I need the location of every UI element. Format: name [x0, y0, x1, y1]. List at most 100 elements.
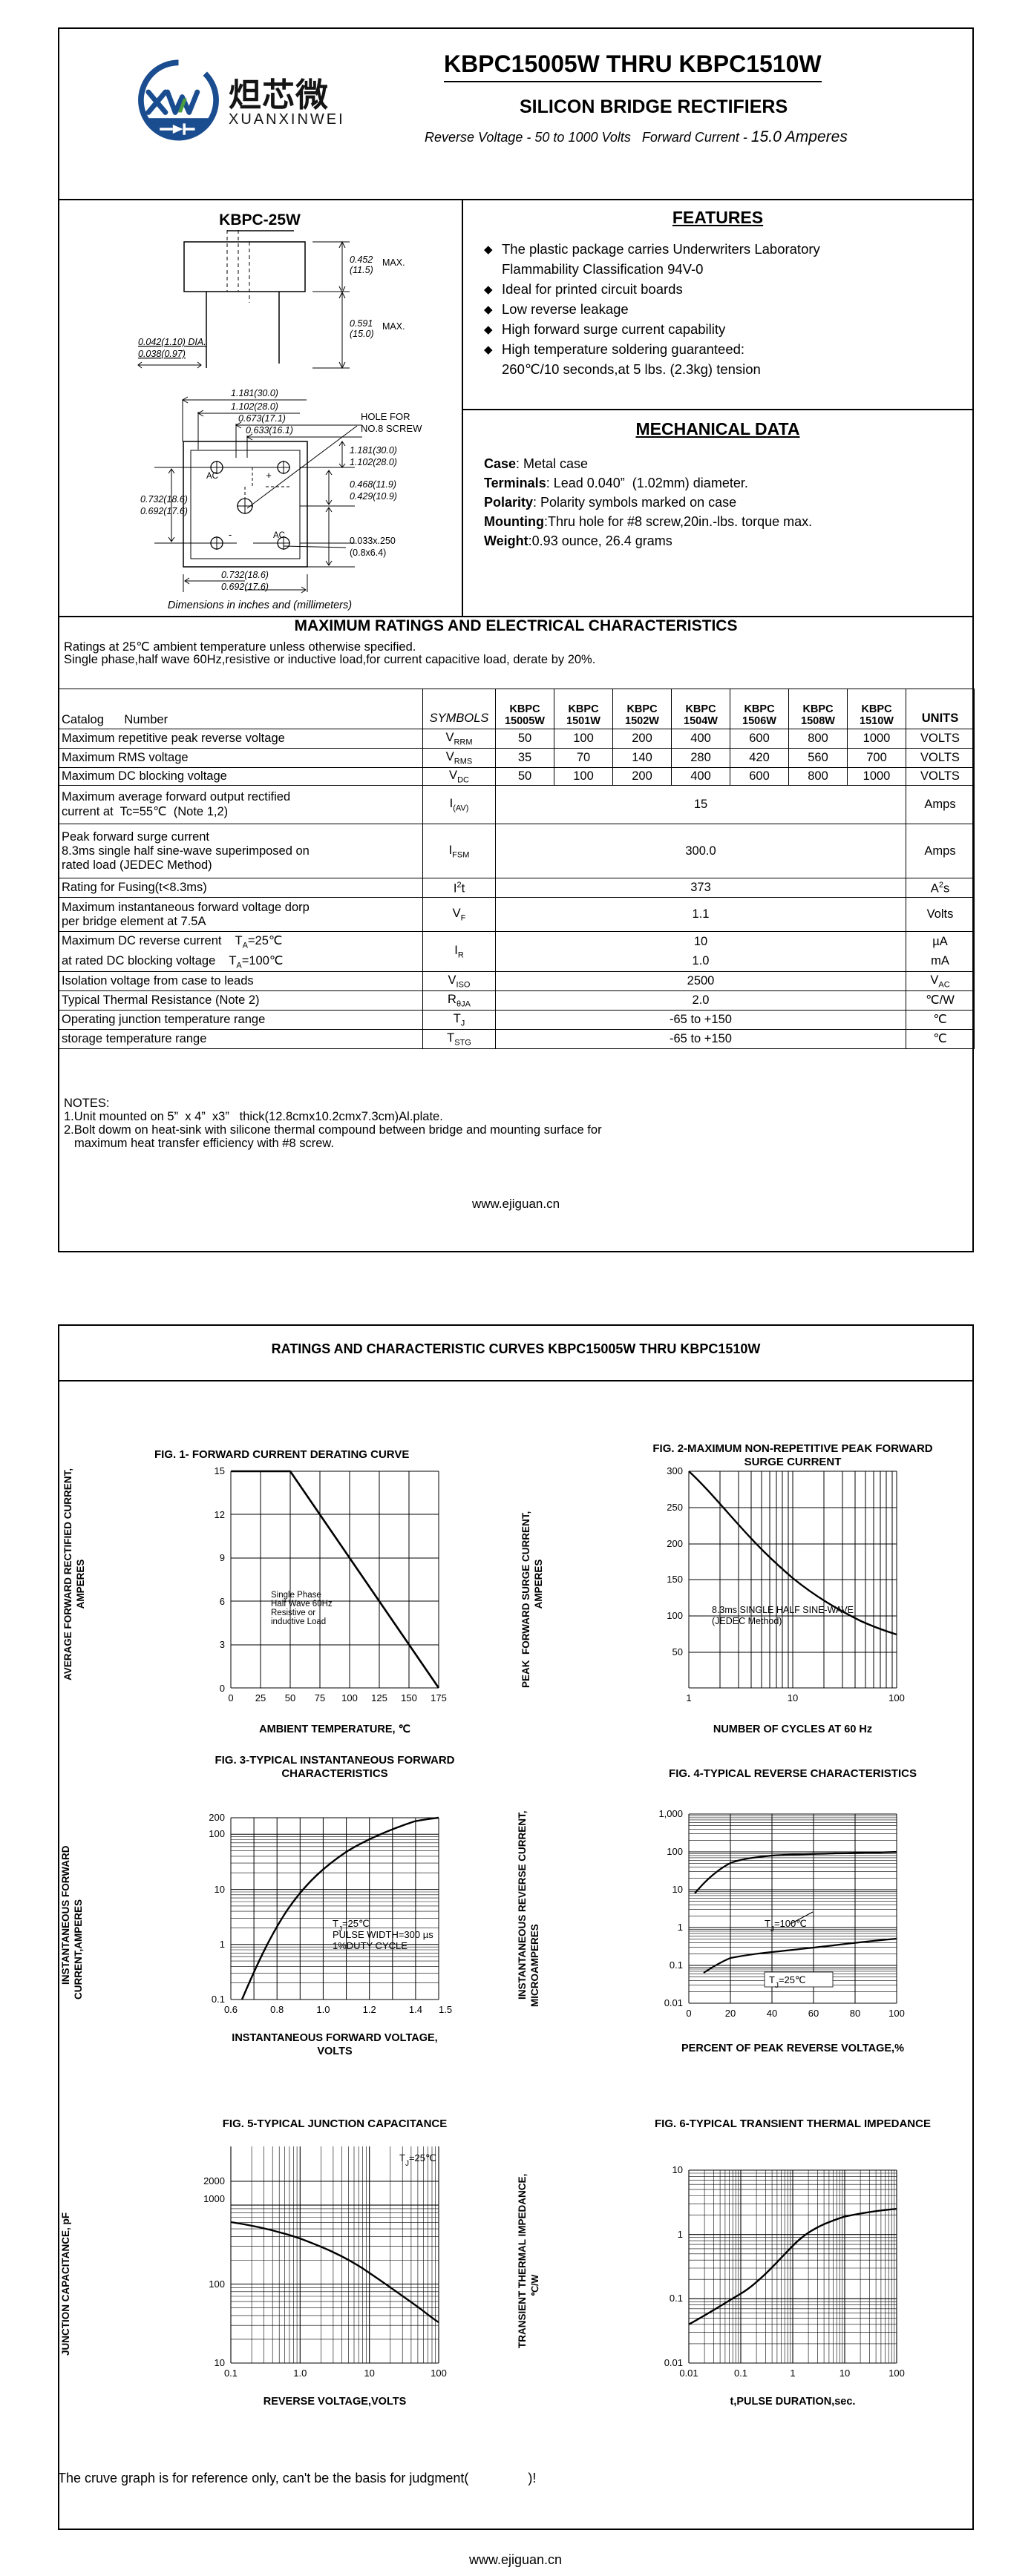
svg-text:1,000: 1,000 [658, 1808, 683, 1819]
svg-text:250: 250 [667, 1502, 683, 1513]
svg-text:MICROAMPERES: MICROAMPERES [529, 1924, 540, 2007]
svg-text:100: 100 [888, 2008, 905, 2019]
svg-text:1: 1 [678, 2229, 683, 2240]
svg-text:2000: 2000 [203, 2175, 225, 2186]
svg-text:0.01: 0.01 [664, 2357, 683, 2368]
svg-text:MAX.: MAX. [382, 257, 405, 268]
svg-text:MAX.: MAX. [382, 321, 405, 332]
svg-text:3: 3 [220, 1639, 225, 1650]
svg-text:1.5: 1.5 [439, 2004, 452, 2015]
svg-text:0.692(17.6): 0.692(17.6) [221, 582, 269, 592]
svg-text:150: 150 [667, 1574, 683, 1585]
svg-text:0: 0 [686, 2008, 691, 2019]
svg-text:PERCENT OF PEAK REVERSE VOLTAG: PERCENT OF PEAK REVERSE VOLTAGE,% [681, 2043, 904, 2054]
svg-text:150: 150 [401, 1692, 417, 1703]
svg-text:60: 60 [808, 2008, 819, 2019]
svg-text:1.0: 1.0 [316, 2004, 330, 2015]
svg-text:Half Wave 60Hz: Half Wave 60Hz [271, 1600, 333, 1609]
svg-text:(11.5): (11.5) [350, 265, 373, 275]
svg-text:12: 12 [215, 1509, 225, 1520]
svg-text:10: 10 [215, 1884, 225, 1895]
svg-text:100: 100 [431, 2368, 447, 2379]
svg-text:TRANSIENT THERMAL IMPEDANCE,: TRANSIENT THERMAL IMPEDANCE, [517, 2174, 528, 2348]
svg-text:PEAK FORWARD SURGE CURRENT,: PEAK FORWARD SURGE CURRENT, [520, 1511, 531, 1688]
svg-text:VOLTS: VOLTS [317, 2046, 353, 2057]
svg-text:FIG. 1- FORWARD CURRENT DERATI: FIG. 1- FORWARD CURRENT DERATING CURVE [154, 1448, 409, 1461]
svg-text:0.042(1.10) DIA.: 0.042(1.10) DIA. [138, 337, 206, 347]
svg-text:1.2: 1.2 [363, 2004, 376, 2015]
svg-text:Resistive or: Resistive or [271, 1609, 315, 1617]
svg-text:0.692(17.6): 0.692(17.6) [140, 506, 188, 516]
svg-text:0.673(17.1): 0.673(17.1) [238, 413, 286, 424]
svg-text:175: 175 [431, 1692, 447, 1703]
svg-text:HOLE FOR: HOLE FOR [361, 411, 410, 422]
svg-text:8.3ms SINGLE HALF SINE-WAVE: 8.3ms SINGLE HALF SINE-WAVE [712, 1605, 854, 1615]
svg-text:REVERSE VOLTAGE,VOLTS: REVERSE VOLTAGE,VOLTS [264, 2396, 407, 2408]
svg-text:100: 100 [667, 1846, 683, 1857]
svg-text:0.1: 0.1 [670, 1959, 683, 1971]
svg-text:1: 1 [678, 1922, 683, 1933]
svg-text:50: 50 [672, 1646, 683, 1657]
svg-text:CHARACTERISTICS: CHARACTERISTICS [281, 1767, 387, 1780]
svg-text:AMPERES: AMPERES [75, 1560, 86, 1609]
svg-text:1%DUTY CYCLE: 1%DUTY CYCLE [333, 1940, 408, 1951]
svg-text:FIG. 2-MAXIMUM NON-REPETITIVE: FIG. 2-MAXIMUM NON-REPETITIVE PEAK FORWA… [652, 1442, 932, 1455]
svg-text:0.038(0.97): 0.038(0.97) [138, 349, 186, 359]
svg-text:1000: 1000 [203, 2193, 225, 2204]
svg-text:0: 0 [228, 1692, 233, 1703]
svg-text:100: 100 [209, 2278, 225, 2290]
svg-text:75: 75 [315, 1692, 325, 1703]
svg-text:0.429(10.9): 0.429(10.9) [350, 491, 397, 502]
svg-text:NO.8 SCREW: NO.8 SCREW [361, 423, 422, 434]
svg-text:1: 1 [220, 1939, 225, 1950]
svg-text:0.468(11.9): 0.468(11.9) [350, 479, 396, 490]
svg-text:FIG. 5-TYPICAL JUNCTION CAPACI: FIG. 5-TYPICAL JUNCTION CAPACITANCE [223, 2117, 448, 2130]
svg-text:1: 1 [686, 1692, 691, 1703]
svg-text:TJ=25℃: TJ=25℃ [769, 1974, 806, 1990]
svg-text:1.102(28.0): 1.102(28.0) [231, 401, 278, 412]
svg-text:25: 25 [255, 1692, 266, 1703]
svg-text:inductive Load: inductive Load [271, 1617, 326, 1626]
svg-text:(JEDEC Method): (JEDEC Method) [712, 1616, 782, 1626]
svg-text:AC: AC [273, 531, 285, 540]
svg-text:INSTANTANEOUS FORWARD VOLTAGE,: INSTANTANEOUS FORWARD VOLTAGE, [232, 2032, 437, 2044]
svg-text:20: 20 [725, 2008, 736, 2019]
svg-text:50: 50 [285, 1692, 295, 1703]
svg-text:-: - [229, 529, 232, 540]
svg-text:JUNCTION CAPACITANCE, pF: JUNCTION CAPACITANCE, pF [60, 2212, 71, 2356]
svg-text:INSTANTANEOUS REVERSE CURRENT,: INSTANTANEOUS REVERSE CURRENT, [517, 1810, 528, 2000]
svg-text:AVERAGE FORWARD RECTIFIED CURR: AVERAGE FORWARD RECTIFIED CURRENT, [62, 1468, 73, 1680]
svg-text:CURRENT,AMPERES: CURRENT,AMPERES [73, 1899, 84, 2000]
svg-text:10: 10 [672, 2164, 683, 2175]
svg-text:0.732(18.6): 0.732(18.6) [140, 494, 188, 505]
svg-text:0: 0 [220, 1683, 225, 1694]
svg-text:0.1: 0.1 [212, 1994, 225, 2005]
svg-text:(0.8x6.4): (0.8x6.4) [350, 548, 386, 558]
svg-text:300: 300 [667, 1465, 683, 1476]
svg-text:10: 10 [215, 2357, 225, 2368]
svg-text:100: 100 [341, 1692, 358, 1703]
svg-text:80: 80 [850, 2008, 860, 2019]
svg-text:100: 100 [667, 1610, 683, 1621]
svg-text:125: 125 [371, 1692, 387, 1703]
svg-text:INSTANTANEOUS FORWARD: INSTANTANEOUS FORWARD [60, 1845, 71, 1985]
svg-text:(15.0): (15.0) [350, 329, 374, 339]
svg-text:t,PULSE DURATION,sec.: t,PULSE DURATION,sec. [730, 2396, 856, 2408]
svg-text:TJ=100℃: TJ=100℃ [765, 1918, 807, 1933]
svg-text:AMBIENT TEMPERATURE, ℃: AMBIENT TEMPERATURE, ℃ [259, 1724, 410, 1735]
svg-text:100: 100 [209, 1828, 225, 1839]
svg-text:40: 40 [767, 2008, 777, 2019]
svg-text:6: 6 [220, 1596, 225, 1607]
svg-text:NUMBER OF CYCLES AT 60 Hz: NUMBER OF CYCLES AT 60 Hz [713, 1724, 872, 1735]
svg-text:0.6: 0.6 [224, 2004, 238, 2015]
svg-text:AC: AC [206, 472, 218, 481]
svg-text:0.1: 0.1 [224, 2368, 238, 2379]
svg-text:200: 200 [209, 1812, 225, 1823]
svg-text:AMPERES: AMPERES [533, 1560, 544, 1609]
svg-text:FIG. 4-TYPICAL REVERSE CHARACT: FIG. 4-TYPICAL REVERSE CHARACTERISTICS [669, 1767, 917, 1780]
svg-text:Single Phase: Single Phase [271, 1591, 321, 1600]
svg-text:0.01: 0.01 [664, 1997, 683, 2008]
svg-text:SURGE CURRENT: SURGE CURRENT [744, 1456, 842, 1468]
svg-text:PULSE WIDTH=300 µs: PULSE WIDTH=300 µs [333, 1929, 433, 1940]
svg-text:10: 10 [788, 1692, 798, 1703]
